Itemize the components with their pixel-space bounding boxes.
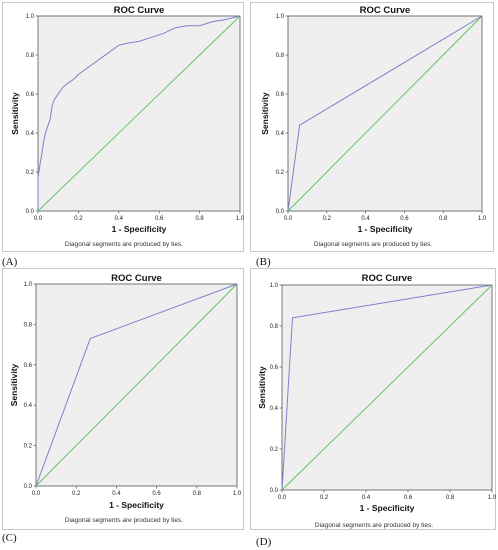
y-tick-label: 0.4 [276, 131, 285, 137]
x-tick-label: 0.4 [361, 216, 370, 222]
panel-letter-c: (C) [2, 532, 17, 544]
chart-title: ROC Curve [114, 5, 165, 16]
y-tick-label: 0.8 [270, 324, 279, 330]
x-tick-label: 0.0 [278, 495, 287, 501]
panel-letter-a: (A) [2, 256, 18, 268]
y-tick-label: 0.6 [24, 363, 33, 369]
y-axis-label: Sensitivity [10, 92, 20, 135]
x-tick-label: 0.4 [112, 491, 121, 497]
x-tick-label: 0.0 [34, 216, 43, 222]
roc-chart-c: ROC Curve 0.0 0.2 0.4 0.6 0.8 1.0 0.0 0.2 0.4 0.6 0… [9, 273, 242, 524]
roc-panel-d: ROC Curve 0.0 0.2 0.4 0.6 0.8 1.0 0.0 0.2 0.4 0.6 0… [250, 268, 497, 530]
y-tick-label: 0.6 [276, 92, 285, 98]
roc-panel-b: ROC Curve 0.0 0.2 0.4 0.6 0.8 1.0 0.0 0.2 0.4 0.6 0… [250, 2, 494, 252]
y-tick-label: 0.2 [24, 444, 33, 450]
y-tick-label: 0.0 [26, 209, 35, 215]
roc-curve-line [35, 283, 238, 487]
x-tick-label: 1.0 [233, 491, 242, 497]
x-tick-label: 0.0 [32, 491, 41, 497]
y-tick-label: 0.2 [270, 447, 279, 453]
y-tick-label: 0.8 [26, 53, 35, 59]
x-tick-label: 0.0 [284, 216, 293, 222]
roc-panel-a: ROC Curve 0.0 0.2 0.4 0.6 0.8 1.0 0.0 0.2 0.4 0.6 0… [2, 2, 245, 252]
roc-chart-b: ROC Curve 0.0 0.2 0.4 0.6 0.8 1.0 0.0 0.2 0.4 0.6 0… [260, 5, 487, 248]
y-tick-label: 0.8 [24, 322, 33, 328]
y-tick-label: 0.0 [24, 484, 33, 490]
y-tick-label: 0.6 [26, 92, 35, 98]
y-tick-label: 0.4 [270, 406, 279, 412]
x-tick-label: 1.0 [478, 216, 487, 222]
reference-diagonal-line [287, 15, 483, 212]
roc-chart-a: ROC Curve 0.0 0.2 0.4 0.6 0.8 1.0 0.0 0.2 0.4 0.6 0… [10, 5, 245, 248]
y-tick-label: 1.0 [270, 283, 279, 289]
x-tick-label: 0.2 [323, 216, 332, 222]
ties-note: Diagonal segments are produced by ties. [65, 517, 183, 524]
roc-panel-c: ROC Curve 0.0 0.2 0.4 0.6 0.8 1.0 0.0 0.2 0.4 0.6 0… [2, 268, 244, 530]
x-tick-label: 1.0 [488, 495, 497, 501]
y-axis-label: Sensitivity [257, 366, 267, 409]
y-tick-label: 0.4 [26, 131, 35, 137]
x-tick-label: 0.8 [193, 491, 202, 497]
ties-note: Diagonal segments are produced by ties. [314, 241, 432, 248]
x-tick-label: 0.8 [195, 216, 204, 222]
reference-diagonal-line [281, 284, 493, 491]
y-tick-label: 0.2 [26, 170, 35, 176]
roc-chart-d: ROC Curve 0.0 0.2 0.4 0.6 0.8 1.0 0.0 0.2 0.4 0.6 0… [257, 273, 497, 529]
x-tick-label: 0.2 [72, 491, 81, 497]
y-axis-label: Sensitivity [260, 92, 270, 135]
y-axis-label: Sensitivity [9, 363, 19, 406]
y-tick-label: 0.2 [276, 170, 285, 176]
ties-note: Diagonal segments are produced by ties. [315, 522, 433, 529]
x-tick-label: 1.0 [236, 216, 245, 222]
y-tick-label: 1.0 [276, 14, 285, 20]
x-tick-label: 0.2 [320, 495, 329, 501]
panel-letter-b: (B) [256, 256, 271, 268]
x-axis-label: 1 - Specificity [112, 224, 167, 234]
reference-diagonal-line [35, 283, 238, 487]
x-axis-label: 1 - Specificity [109, 500, 164, 510]
chart-title: ROC Curve [360, 5, 411, 16]
panel-letter-d: (D) [256, 536, 272, 548]
roc-curve-line [287, 15, 483, 212]
x-tick-label: 0.6 [152, 491, 161, 497]
x-axis-label: 1 - Specificity [358, 224, 413, 234]
ties-note: Diagonal segments are produced by ties. [65, 241, 183, 248]
y-tick-label: 0.8 [276, 53, 285, 59]
x-tick-label: 0.2 [74, 216, 83, 222]
y-tick-label: 0.6 [270, 365, 279, 371]
y-tick-label: 0.0 [270, 488, 279, 494]
y-tick-label: 1.0 [26, 14, 35, 20]
reference-diagonal-line [37, 15, 241, 212]
x-tick-label: 0.4 [362, 495, 371, 501]
x-tick-label: 0.6 [400, 216, 409, 222]
roc-curve-line [281, 284, 493, 491]
y-tick-label: 0.0 [276, 209, 285, 215]
x-tick-label: 0.6 [404, 495, 413, 501]
x-tick-label: 0.8 [439, 216, 448, 222]
x-tick-label: 0.4 [115, 216, 124, 222]
chart-title: ROC Curve [362, 273, 413, 284]
y-tick-label: 1.0 [24, 282, 33, 288]
roc-curve-line [37, 15, 241, 211]
x-tick-label: 0.8 [446, 495, 455, 501]
x-axis-label: 1 - Specificity [360, 503, 415, 513]
chart-title: ROC Curve [111, 273, 162, 284]
x-tick-label: 0.6 [155, 216, 164, 222]
y-tick-label: 0.4 [24, 403, 33, 409]
